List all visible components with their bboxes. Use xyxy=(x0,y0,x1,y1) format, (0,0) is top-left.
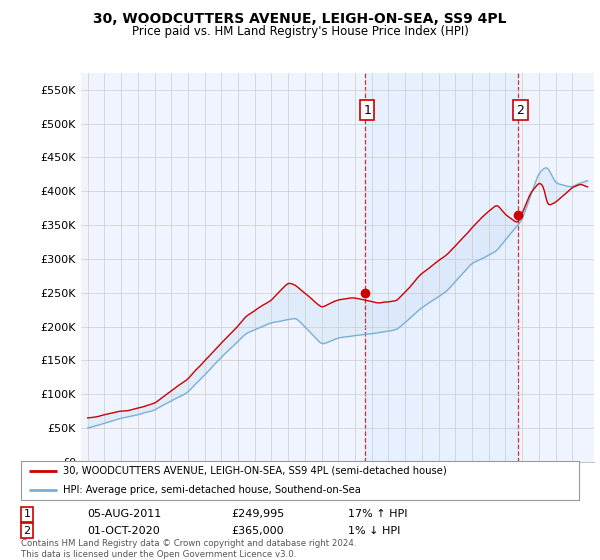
Text: 1: 1 xyxy=(23,509,31,519)
Text: £249,995: £249,995 xyxy=(231,509,284,519)
Text: 05-AUG-2011: 05-AUG-2011 xyxy=(87,509,161,519)
Text: 2: 2 xyxy=(23,526,31,536)
Text: Price paid vs. HM Land Registry's House Price Index (HPI): Price paid vs. HM Land Registry's House … xyxy=(131,25,469,38)
Text: £365,000: £365,000 xyxy=(231,526,284,536)
Text: 2: 2 xyxy=(517,104,524,116)
Text: 1% ↓ HPI: 1% ↓ HPI xyxy=(348,526,400,536)
Text: 17% ↑ HPI: 17% ↑ HPI xyxy=(348,509,407,519)
Text: 30, WOODCUTTERS AVENUE, LEIGH-ON-SEA, SS9 4PL: 30, WOODCUTTERS AVENUE, LEIGH-ON-SEA, SS… xyxy=(93,12,507,26)
Text: 1: 1 xyxy=(364,104,371,116)
Text: HPI: Average price, semi-detached house, Southend-on-Sea: HPI: Average price, semi-detached house,… xyxy=(63,485,361,495)
Text: Contains HM Land Registry data © Crown copyright and database right 2024.
This d: Contains HM Land Registry data © Crown c… xyxy=(21,539,356,559)
Bar xyxy=(365,73,518,462)
Text: 30, WOODCUTTERS AVENUE, LEIGH-ON-SEA, SS9 4PL (semi-detached house): 30, WOODCUTTERS AVENUE, LEIGH-ON-SEA, SS… xyxy=(63,466,446,476)
Text: 01-OCT-2020: 01-OCT-2020 xyxy=(87,526,160,536)
